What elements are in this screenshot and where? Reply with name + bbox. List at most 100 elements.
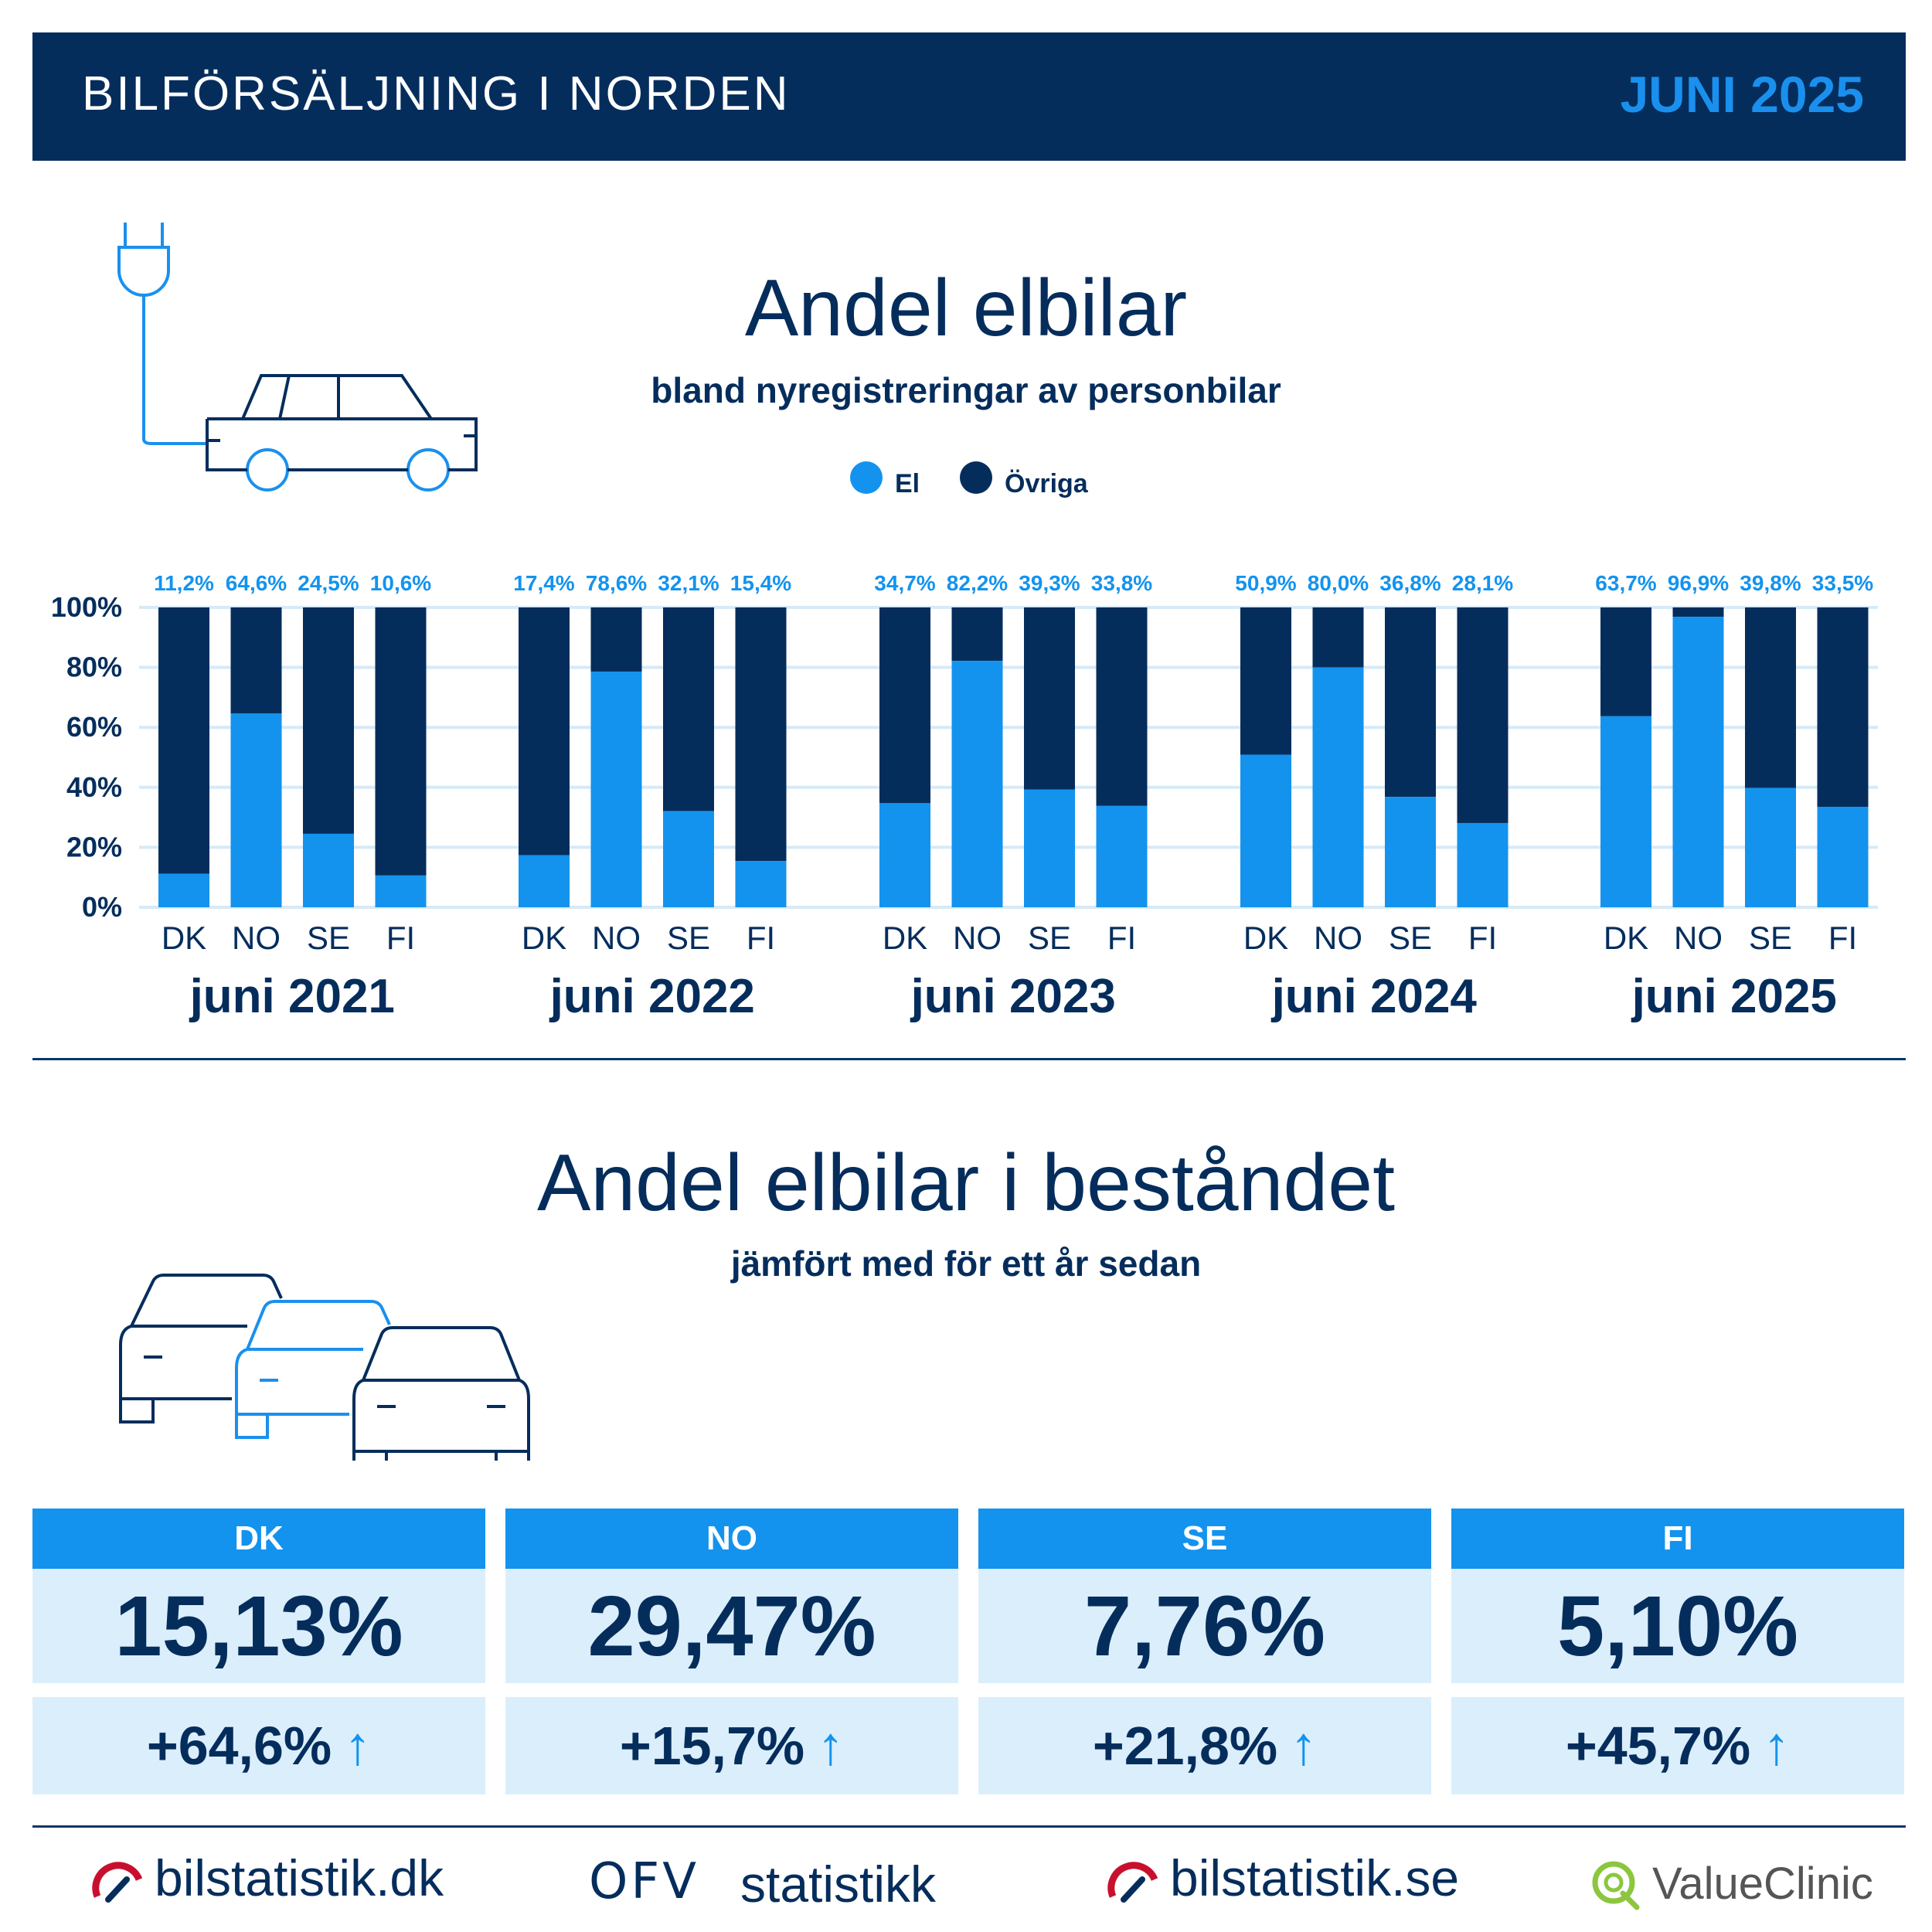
stock-card-fi: FI 5,10% +45,7% ↑ [1451,1509,1904,1794]
up-arrow-icon: ↑ [1290,1716,1318,1776]
bilstatistik-dk-logo-icon [92,1862,143,1903]
data-label: 80,0% [1308,571,1369,595]
bar-el [1024,789,1075,907]
bar-el [951,661,1003,907]
bar-el [519,855,570,907]
stock-country: NO [505,1509,958,1569]
stock-change: +15,7% [619,1716,805,1776]
x-tick-label: FI [1107,920,1136,956]
x-tick-label: DK [1604,920,1648,956]
x-tick-label: SE [667,920,710,956]
stock-share: 5,10% [1451,1569,1904,1683]
stock-country: DK [32,1509,485,1569]
group-label: juni 2023 [910,970,1116,1023]
stock-change: +21,8% [1092,1716,1278,1776]
data-label: 15,4% [730,571,791,595]
y-tick-label: 20% [66,831,122,862]
stock-country: FI [1451,1509,1904,1569]
x-tick-label: SE [1749,920,1792,956]
data-label: 10,6% [370,571,431,595]
bar-el [1385,797,1436,907]
group-label: juni 2025 [1631,970,1837,1023]
data-label: 78,6% [586,571,647,595]
legend-label-ovriga: Övriga [1005,469,1088,498]
chart-subtitle: bland nyregistreringar av personbilar [651,370,1281,410]
up-arrow-icon: ↑ [344,1716,372,1776]
bar-ovriga [519,607,570,855]
bar-ovriga [590,607,642,672]
stock-change: +45,7% [1565,1716,1751,1776]
group-label: juni 2021 [189,970,395,1023]
stock-change-row: +15,7% ↑ [505,1697,958,1794]
bar-ovriga [879,607,930,804]
legend-swatch-ovriga [960,461,992,494]
bar-ovriga [375,607,427,876]
bar-ovriga [1024,607,1075,790]
stock-card-dk: DK 15,13% +64,6% ↑ [32,1509,485,1794]
x-tick-label: DK [162,920,206,956]
data-label: 50,9% [1235,571,1296,595]
y-tick-label: 100% [51,591,122,623]
stock-change-row: +64,6% ↑ [32,1697,485,1794]
data-label: 63,7% [1595,571,1656,595]
bar-ovriga [735,607,787,862]
group-label: juni 2024 [1271,970,1478,1023]
bar-ovriga [303,607,354,834]
footer-logo-statistikk: statistikk [740,1855,937,1913]
stock-card-se: SE 7,76% +21,8% ↑ [978,1509,1431,1794]
bar-ovriga [230,607,282,714]
bar-ovriga [1672,607,1724,617]
x-tick-label: NO [953,920,1002,956]
stock-share: 7,76% [978,1569,1431,1683]
data-label: 32,1% [658,571,719,595]
data-label: 36,8% [1379,571,1440,595]
data-label: 28,1% [1452,571,1513,595]
bar-el [1672,617,1724,907]
stock-change: +64,6% [146,1716,332,1776]
x-tick-label: NO [232,920,281,956]
bar-el [1312,667,1364,907]
x-tick-label: DK [883,920,927,956]
header-bar: BILFÖRSÄLJNING I NORDEN JUNI 2025 [32,32,1906,161]
footer-logo-bilstatistik-dk: bilstatistik.dk [155,1849,444,1906]
stock-subtitle: jämfört med för ett år sedan [730,1243,1202,1284]
y-tick-label: 0% [82,891,122,923]
data-label: 64,6% [226,571,287,595]
data-label: 11,2% [154,571,214,595]
data-label: 82,2% [947,571,1008,595]
bar-ovriga [1457,607,1509,823]
y-tick-label: 80% [66,651,122,683]
data-label: 34,7% [874,571,935,595]
x-tick-label: DK [1243,920,1288,956]
x-tick-label: NO [1314,920,1362,956]
data-label: 39,8% [1740,571,1801,595]
legend-label-el: El [895,469,920,498]
bar-ovriga [663,607,714,811]
bar-ovriga [1312,607,1364,668]
x-tick-label: FI [1828,920,1857,956]
bar-ovriga [1096,607,1148,806]
x-tick-label: NO [1674,920,1723,956]
bar-el [1240,754,1291,907]
bar-el [1457,822,1509,907]
bar-ovriga [1745,607,1796,788]
data-label: 33,8% [1091,571,1152,595]
x-tick-label: FI [386,920,415,956]
bar-el [158,873,209,907]
bar-ovriga [158,607,209,874]
bar-el [230,713,282,907]
stock-title: Andel elbilar i beståndet [536,1138,1396,1228]
footer-logo-bilstatistik-se: bilstatistik.se [1170,1849,1460,1906]
bar-el [879,803,930,907]
stock-share: 15,13% [32,1569,485,1683]
x-tick-label: SE [1028,920,1071,956]
x-tick-label: SE [1389,920,1432,956]
bar-el [1745,787,1796,907]
up-arrow-icon: ↑ [817,1716,845,1776]
data-label: 33,5% [1812,571,1873,595]
stock-change-row: +45,7% ↑ [1451,1697,1904,1794]
x-tick-label: DK [522,920,566,956]
stock-card-no: NO 29,47% +15,7% ↑ [505,1509,958,1794]
stock-country: SE [978,1509,1431,1569]
y-tick-label: 40% [66,771,122,803]
